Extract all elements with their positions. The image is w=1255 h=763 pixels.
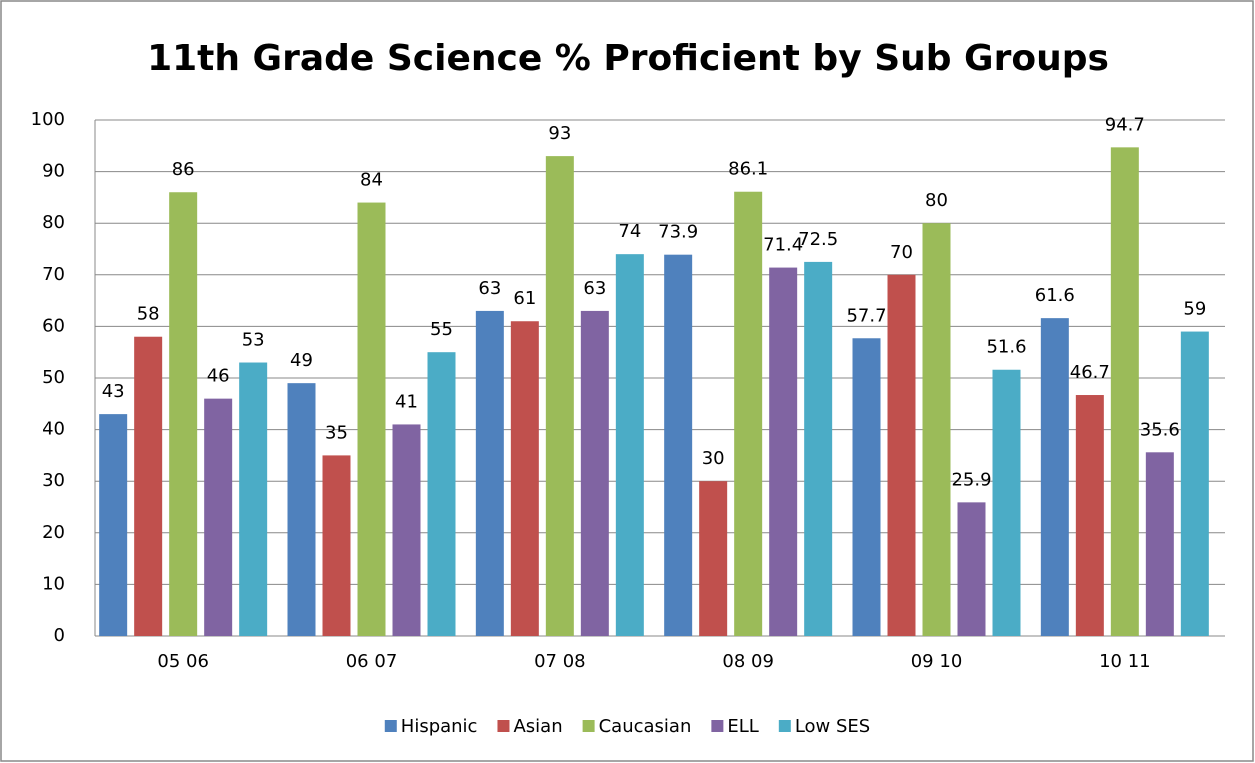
data-label: 93	[548, 123, 571, 144]
x-tick-label: 05 06	[157, 651, 209, 672]
data-label: 46.7	[1070, 362, 1110, 383]
bar	[580, 310, 609, 636]
bar	[239, 362, 268, 636]
bar	[1040, 318, 1069, 636]
bar	[545, 156, 574, 636]
data-label: 53	[242, 330, 265, 351]
bar	[1180, 331, 1209, 636]
bar	[392, 424, 421, 636]
data-label: 74	[618, 221, 641, 242]
y-tick-label: 90	[42, 161, 65, 182]
x-tick-label: 06 07	[346, 651, 398, 672]
bar	[204, 398, 233, 636]
y-tick-label: 0	[54, 625, 65, 646]
bar	[957, 502, 986, 636]
data-label: 35.6	[1140, 419, 1180, 440]
y-tick-label: 10	[42, 573, 65, 594]
data-label: 84	[360, 170, 383, 191]
legend-swatch	[582, 720, 595, 732]
y-tick-label: 40	[42, 419, 65, 440]
legend-swatch	[778, 720, 791, 732]
bar	[615, 254, 644, 636]
bar	[287, 383, 316, 636]
data-label: 55	[430, 319, 453, 340]
bar	[357, 202, 386, 636]
data-label: 86	[172, 159, 195, 180]
data-label: 58	[137, 304, 160, 325]
legend-label: Low SES	[795, 716, 870, 737]
y-tick-label: 80	[42, 212, 65, 233]
data-label: 46	[207, 366, 230, 387]
data-label: 51.6	[986, 337, 1026, 358]
data-label: 86.1	[728, 159, 768, 180]
data-label: 41	[395, 391, 418, 412]
bar	[1145, 452, 1174, 636]
data-label: 63	[478, 278, 501, 299]
legend-swatch	[497, 720, 510, 732]
bar	[852, 338, 881, 636]
data-label: 25.9	[951, 469, 991, 490]
y-tick-label: 70	[42, 264, 65, 285]
data-label: 63	[583, 278, 606, 299]
legend-swatch	[384, 720, 397, 732]
data-label: 80	[925, 190, 948, 211]
bar	[887, 274, 916, 636]
data-label: 57.7	[846, 305, 886, 326]
legend-label: Hispanic	[401, 716, 478, 737]
data-label: 35	[325, 422, 348, 443]
data-label: 94.7	[1105, 114, 1145, 135]
bar	[99, 414, 128, 636]
y-tick-label: 50	[42, 367, 65, 388]
data-label: 30	[702, 448, 725, 469]
y-tick-label: 20	[42, 522, 65, 543]
data-label: 61.6	[1035, 285, 1075, 306]
bar	[664, 254, 693, 636]
chart-title: 11th Grade Science % Proficient by Sub G…	[147, 38, 1109, 79]
bar	[1110, 147, 1139, 636]
x-tick-label: 10 11	[1099, 651, 1151, 672]
bar	[427, 352, 456, 636]
legend-label: Caucasian	[599, 716, 692, 737]
data-label: 49	[290, 350, 313, 371]
data-label: 59	[1183, 299, 1206, 320]
legend-swatch	[711, 720, 724, 732]
bar	[769, 267, 798, 636]
bar	[169, 192, 198, 637]
x-tick-label: 07 08	[534, 651, 586, 672]
legend-label: Asian	[513, 716, 562, 737]
data-label: 73.9	[658, 222, 698, 243]
bar	[734, 191, 763, 636]
bar	[134, 336, 163, 636]
data-label: 71.4	[763, 235, 803, 256]
y-tick-label: 60	[42, 315, 65, 336]
bar	[992, 369, 1021, 636]
y-tick-label: 30	[42, 470, 65, 491]
bar	[322, 455, 351, 636]
bar	[510, 321, 539, 636]
legend-label: ELL	[727, 716, 758, 737]
y-tick-label: 100	[31, 109, 65, 130]
x-tick-label: 09 10	[911, 651, 963, 672]
data-label: 72.5	[798, 229, 838, 250]
bar	[1075, 395, 1104, 636]
bar	[475, 310, 504, 636]
bar	[804, 261, 833, 636]
bar	[922, 223, 951, 636]
bar	[699, 481, 728, 636]
data-label: 61	[513, 288, 536, 309]
data-label: 70	[890, 242, 913, 263]
x-tick-label: 08 09	[722, 651, 774, 672]
data-label: 43	[102, 381, 125, 402]
